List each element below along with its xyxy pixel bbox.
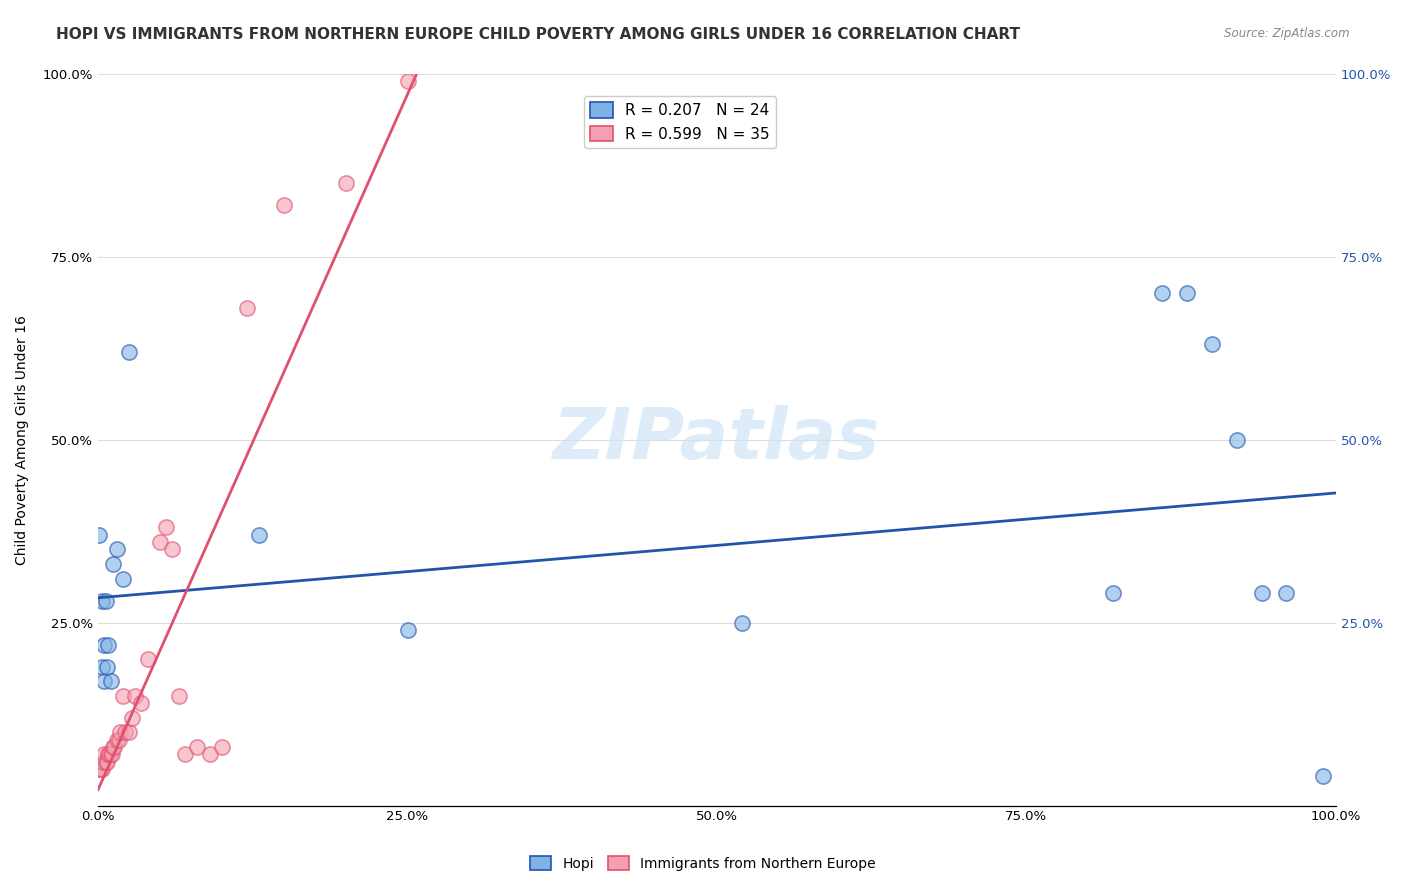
Legend: Hopi, Immigrants from Northern Europe: Hopi, Immigrants from Northern Europe xyxy=(524,850,882,876)
Point xyxy=(101,557,124,571)
Point xyxy=(90,762,112,776)
Point xyxy=(1226,433,1249,447)
Point xyxy=(1275,586,1298,600)
Point xyxy=(118,344,141,359)
Point xyxy=(149,535,172,549)
Point xyxy=(136,652,159,666)
Point xyxy=(97,747,120,762)
Point xyxy=(100,747,122,762)
Text: Source: ZipAtlas.com: Source: ZipAtlas.com xyxy=(1225,27,1350,40)
Point xyxy=(396,74,419,88)
Point xyxy=(131,696,153,710)
Point xyxy=(93,638,115,652)
Point xyxy=(105,732,128,747)
Point xyxy=(89,762,111,776)
Point xyxy=(96,659,118,673)
Point xyxy=(100,747,122,762)
Point xyxy=(110,725,132,739)
Point xyxy=(173,747,195,762)
Point xyxy=(124,689,146,703)
Point xyxy=(1175,286,1198,301)
Text: ZIPatlas: ZIPatlas xyxy=(553,405,880,474)
Point xyxy=(247,527,270,541)
Point xyxy=(91,755,114,769)
Point xyxy=(155,520,177,534)
Point xyxy=(101,740,124,755)
Point xyxy=(198,747,221,762)
Point xyxy=(118,725,141,739)
Point xyxy=(93,747,115,762)
Point xyxy=(1102,586,1125,600)
Point xyxy=(90,762,112,776)
Text: HOPI VS IMMIGRANTS FROM NORTHERN EUROPE CHILD POVERTY AMONG GIRLS UNDER 16 CORRE: HOPI VS IMMIGRANTS FROM NORTHERN EUROPE … xyxy=(56,27,1021,42)
Point xyxy=(103,740,125,755)
Point xyxy=(93,674,115,689)
Point xyxy=(111,689,134,703)
Point xyxy=(731,615,754,630)
Point xyxy=(94,593,117,607)
Point xyxy=(1152,286,1174,301)
Point xyxy=(105,542,128,557)
Point xyxy=(396,623,419,637)
Point xyxy=(108,732,131,747)
Point xyxy=(121,711,143,725)
Point xyxy=(100,674,122,689)
Point xyxy=(273,198,295,212)
Point xyxy=(96,755,118,769)
Legend: R = 0.207   N = 24, R = 0.599   N = 35: R = 0.207 N = 24, R = 0.599 N = 35 xyxy=(583,95,776,148)
Point xyxy=(90,659,112,673)
Point xyxy=(97,638,120,652)
Point xyxy=(1312,769,1334,783)
Point xyxy=(94,755,117,769)
Point xyxy=(167,689,190,703)
Point xyxy=(111,572,134,586)
Y-axis label: Child Poverty Among Girls Under 16: Child Poverty Among Girls Under 16 xyxy=(15,315,30,565)
Point xyxy=(90,593,112,607)
Point xyxy=(89,527,111,541)
Point xyxy=(211,740,233,755)
Point xyxy=(114,725,136,739)
Point xyxy=(186,740,208,755)
Point xyxy=(1201,337,1223,351)
Point xyxy=(1250,586,1272,600)
Point xyxy=(162,542,184,557)
Point xyxy=(235,301,257,315)
Point xyxy=(98,747,121,762)
Point xyxy=(335,177,357,191)
